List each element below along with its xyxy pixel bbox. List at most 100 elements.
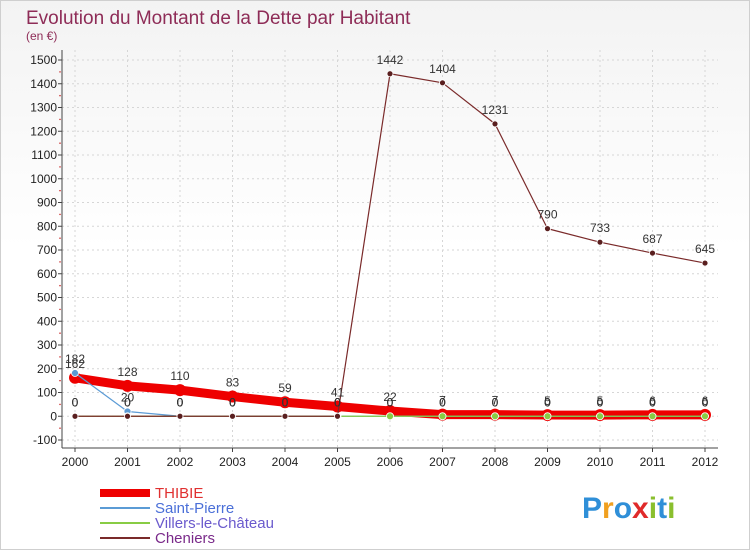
data-label-villers-le-ch-teau: 0 — [124, 395, 131, 409]
y-minor-tick — [59, 284, 61, 287]
data-label-villers-le-ch-teau: 0 — [544, 395, 551, 409]
x-tick-label: 2006 — [377, 455, 404, 469]
data-point-cheniers — [649, 249, 656, 257]
data-label-thibie: 59 — [278, 381, 292, 395]
data-label-saint-pierre: 0 — [282, 395, 289, 409]
logo-letter: x — [632, 492, 649, 525]
data-label-cheniers: 0 — [72, 395, 79, 409]
data-label-cheniers: 0 — [177, 395, 184, 409]
data-label-cheniers: 687 — [642, 232, 662, 246]
data-point-saint-pierre — [71, 369, 79, 377]
x-tick-label: 2008 — [482, 455, 509, 469]
y-minor-tick — [59, 189, 61, 192]
data-point-thibie — [279, 396, 291, 409]
legend-label: Saint-Pierre — [155, 500, 234, 517]
y-minor-tick — [59, 356, 61, 358]
y-tick-label: 300 — [37, 338, 57, 352]
data-point-villers-le-ch-teau — [491, 412, 499, 421]
data-label-cheniers: 1442 — [377, 53, 404, 67]
data-label-saint-pierre: 20 — [121, 391, 135, 405]
proxiti-logo: Proxiti — [582, 492, 675, 525]
data-point-cheniers — [386, 70, 394, 78]
x-tick-label: 2001 — [114, 455, 141, 469]
legend-label: THIBIE — [155, 485, 203, 502]
data-label-cheniers: 0 — [282, 395, 289, 409]
data-label-cheniers: 790 — [537, 208, 557, 222]
data-label-cheniers: 0 — [229, 395, 236, 409]
y-tick-label: 1500 — [30, 53, 57, 67]
data-label-thibie: 128 — [117, 365, 137, 379]
x-tick-label: 2002 — [167, 455, 194, 469]
data-point-villers-le-ch-teau — [543, 412, 552, 421]
chart-title: Evolution du Montant de la Dette par Hab… — [26, 8, 411, 29]
data-label-saint-pierre: 182 — [65, 352, 85, 366]
x-tick-label: 2003 — [219, 455, 246, 469]
y-tick-label: 1100 — [31, 148, 57, 162]
y-minor-tick — [59, 237, 61, 239]
data-label-thibie: 6 — [649, 394, 656, 408]
data-point-thibie — [226, 390, 239, 403]
data-point-cheniers — [124, 412, 131, 420]
y-minor-tick — [59, 94, 61, 97]
data-point-villers-le-ch-teau — [648, 412, 657, 421]
data-point-cheniers — [701, 259, 709, 267]
y-minor-tick — [59, 71, 61, 73]
data-label-villers-le-ch-teau: 0 — [439, 395, 446, 409]
data-point-villers-le-ch-teau — [596, 412, 604, 421]
data-label-thibie: 22 — [383, 390, 397, 404]
y-minor-tick — [59, 308, 61, 311]
data-label-saint-pierre: 0 — [439, 395, 446, 409]
data-label-villers-le-ch-teau: 0 — [177, 395, 184, 409]
data-point-cheniers — [491, 120, 499, 128]
y-tick-label: -100 — [33, 433, 57, 447]
y-minor-tick — [59, 213, 61, 216]
data-point-cheniers — [229, 412, 236, 420]
y-tick-label: 700 — [37, 243, 57, 257]
logo-letter: r — [602, 492, 614, 525]
x-tick-label: 2012 — [692, 455, 719, 469]
y-tick-label: 1200 — [30, 124, 57, 138]
y-tick-label: 900 — [37, 196, 57, 210]
data-label-thibie: 110 — [170, 369, 189, 383]
y-minor-tick — [59, 332, 61, 334]
data-point-cheniers — [281, 412, 289, 420]
data-label-cheniers: 0 — [334, 395, 341, 409]
logo-letter: P — [582, 492, 602, 525]
x-tick-label: 2009 — [534, 455, 561, 469]
data-point-villers-le-ch-teau — [438, 412, 447, 421]
data-label-villers-le-ch-teau: 0 — [649, 395, 656, 409]
data-label-villers-le-ch-teau: 0 — [702, 395, 709, 409]
data-label-thibie: 5 — [544, 394, 551, 408]
data-label-cheniers: 0 — [124, 395, 131, 409]
data-label-saint-pierre: 0 — [649, 395, 656, 409]
data-point-villers-le-ch-teau — [386, 412, 394, 421]
data-label-villers-le-ch-teau: 0 — [282, 395, 289, 409]
data-label-saint-pierre: 0 — [544, 395, 551, 409]
data-label-saint-pierre: 0 — [229, 395, 236, 409]
data-point-cheniers — [334, 412, 341, 420]
data-point-cheniers — [439, 79, 446, 87]
logo-letter: t — [657, 492, 667, 525]
x-tick-label: 2010 — [587, 455, 614, 469]
data-label-saint-pierre: 0 — [387, 395, 394, 409]
data-point-cheniers — [176, 412, 184, 420]
x-tick-label: 2007 — [429, 455, 456, 469]
data-label-villers-le-ch-teau: 0 — [387, 395, 394, 409]
y-minor-tick — [59, 118, 61, 121]
x-tick-label: 2005 — [324, 455, 351, 469]
data-label-cheniers: 1231 — [482, 103, 509, 117]
logo-letter: o — [614, 492, 632, 525]
data-point-cheniers — [596, 238, 604, 246]
y-tick-label: 1000 — [30, 172, 57, 186]
y-tick-label: 1300 — [30, 101, 57, 115]
legend-label: Cheniers — [155, 530, 215, 547]
x-tick-label: 2011 — [640, 455, 666, 469]
logo-letter: i — [649, 492, 657, 525]
y-minor-tick — [59, 403, 61, 406]
x-tick-label: 2004 — [272, 455, 299, 469]
y-tick-label: 0 — [50, 409, 57, 423]
y-minor-tick — [59, 142, 61, 144]
data-label-saint-pierre: 0 — [177, 395, 184, 409]
